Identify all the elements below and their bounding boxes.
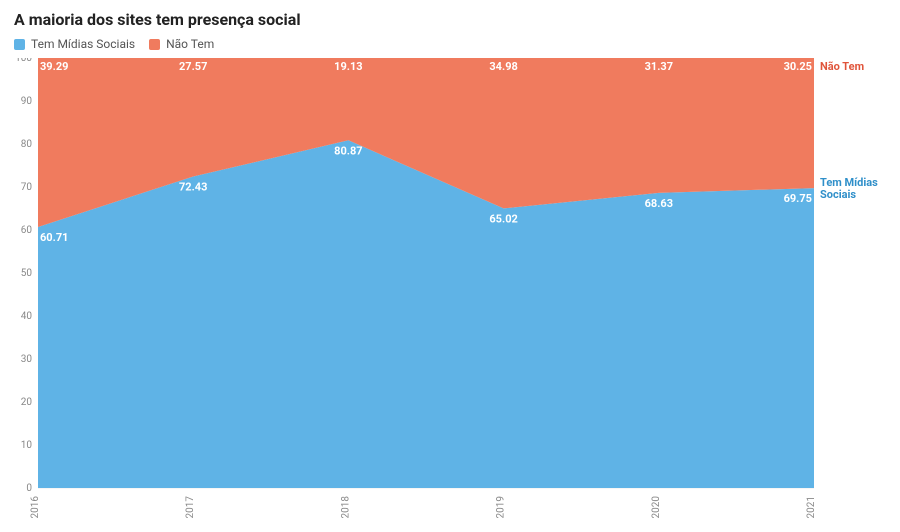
data-label-series1: 80.87 [334, 144, 362, 157]
data-label-series2: 19.13 [334, 60, 362, 73]
svg-text:10: 10 [21, 440, 33, 451]
data-label-series2: 31.37 [645, 60, 673, 73]
x-tick-label: 2021 [806, 496, 817, 518]
svg-text:90: 90 [21, 96, 33, 107]
x-tick-label: 2017 [185, 496, 196, 519]
data-label-series2: 34.98 [489, 60, 517, 73]
svg-text:70: 70 [21, 182, 33, 193]
series-end-label-top: Não Tem [820, 60, 864, 73]
data-label-series1: 69.75 [784, 192, 812, 205]
stacked-area-chart: 0 10 20 30 40 50 60 70 80 90 100 2016 2017 2018 2019 20… [12, 58, 888, 524]
chart-area: 0 10 20 30 40 50 60 70 80 90 100 2016 2017 2018 2019 20… [12, 58, 888, 524]
legend-swatch-series2 [149, 39, 160, 50]
x-tick-label: 2016 [30, 496, 41, 519]
area-series1 [38, 140, 814, 488]
svg-text:30: 30 [21, 354, 33, 365]
series-end-label-bottom: Tem MídiasSociais [820, 176, 878, 201]
chart-title: A maioria dos sites tem presença social [14, 10, 888, 29]
x-tick-label: 2018 [340, 496, 351, 519]
legend-item-series2: Não Tem [149, 37, 214, 51]
data-label-series2: 39.29 [40, 60, 68, 73]
svg-text:20: 20 [21, 397, 33, 408]
svg-text:40: 40 [21, 311, 33, 322]
svg-text:80: 80 [21, 139, 33, 150]
legend-item-series1: Tem Mídias Sociais [14, 37, 135, 51]
svg-text:100: 100 [15, 58, 32, 64]
legend-label-series2: Não Tem [166, 37, 214, 51]
data-label-series1: 65.02 [489, 212, 517, 225]
svg-text:0: 0 [26, 483, 32, 494]
svg-text:50: 50 [21, 268, 33, 279]
legend: Tem Mídias Sociais Não Tem [14, 37, 888, 51]
data-label-series1: 68.63 [645, 197, 673, 210]
data-label-series1: 72.43 [179, 181, 207, 194]
data-label-series1: 60.71 [40, 231, 68, 244]
data-label-series2: 30.25 [784, 60, 812, 73]
legend-swatch-series1 [14, 39, 25, 50]
x-tick-label: 2020 [651, 496, 662, 519]
legend-label-series1: Tem Mídias Sociais [31, 37, 135, 51]
svg-text:60: 60 [21, 225, 33, 236]
x-tick-label: 2019 [496, 496, 507, 518]
data-label-series2: 27.57 [179, 60, 207, 73]
